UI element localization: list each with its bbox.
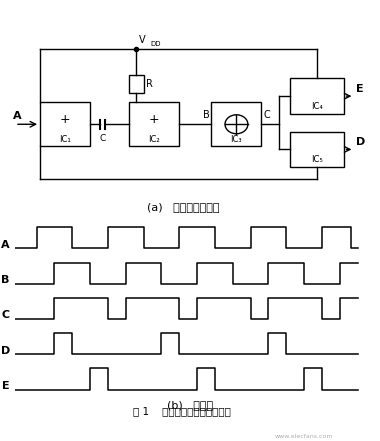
Bar bbox=[128, 75, 144, 93]
Text: C: C bbox=[99, 134, 106, 143]
Text: C: C bbox=[263, 110, 270, 120]
Bar bbox=[129, 102, 179, 146]
Text: V: V bbox=[139, 35, 146, 45]
Text: +: + bbox=[60, 113, 70, 126]
Text: +: + bbox=[149, 113, 160, 126]
Text: IC₁: IC₁ bbox=[59, 135, 71, 143]
Bar bbox=[290, 78, 344, 114]
Text: D: D bbox=[1, 346, 10, 356]
Text: IC₂: IC₂ bbox=[149, 135, 160, 143]
Text: IC₅: IC₅ bbox=[311, 155, 323, 164]
Text: D: D bbox=[356, 137, 365, 147]
Text: E: E bbox=[356, 84, 364, 94]
Text: B: B bbox=[2, 275, 10, 285]
Text: IC₃: IC₃ bbox=[231, 135, 242, 143]
Text: R: R bbox=[146, 79, 153, 89]
Text: A: A bbox=[1, 240, 10, 250]
Text: IC₄: IC₄ bbox=[311, 102, 323, 111]
Text: www.elecfans.com: www.elecfans.com bbox=[275, 434, 333, 439]
Text: E: E bbox=[2, 381, 10, 391]
Text: B: B bbox=[203, 110, 209, 120]
Text: 图 1    经典脉冲分解器及时序图: 图 1 经典脉冲分解器及时序图 bbox=[133, 406, 231, 416]
Bar bbox=[40, 102, 90, 146]
Text: A: A bbox=[13, 111, 22, 121]
Bar bbox=[211, 102, 261, 146]
Text: DD: DD bbox=[150, 41, 160, 47]
Text: (b)   时序图: (b) 时序图 bbox=[167, 400, 213, 410]
Text: C: C bbox=[2, 310, 10, 321]
Bar bbox=[290, 132, 344, 167]
Text: (a)   经典脉冲分解器: (a) 经典脉冲分解器 bbox=[147, 202, 219, 212]
Circle shape bbox=[225, 115, 248, 134]
